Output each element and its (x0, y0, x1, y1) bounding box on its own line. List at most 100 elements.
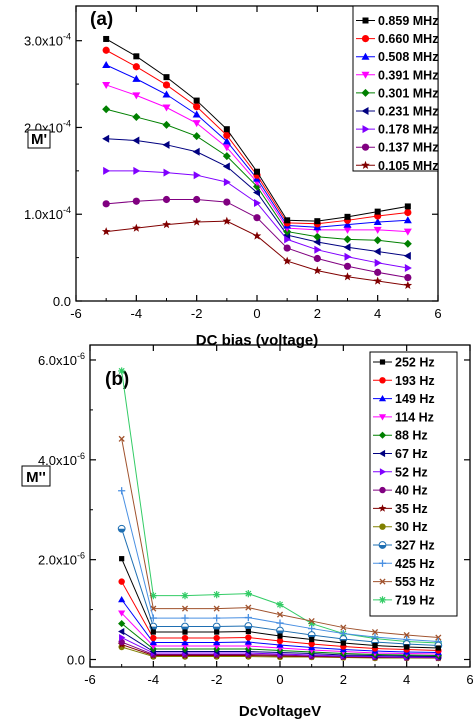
legend-label: 0.391 MHz (378, 68, 438, 82)
data-point (373, 226, 382, 234)
series-553-hz (118, 435, 442, 641)
legend-label: 719 Hz (395, 593, 435, 607)
data-point (245, 604, 252, 611)
data-point (373, 218, 382, 226)
legend-item: 0.508 MHz (356, 50, 438, 64)
legend-marker (379, 578, 386, 585)
legend-marker (361, 160, 370, 169)
y-tick-base: 4.0x10 (38, 453, 77, 468)
data-point (222, 152, 231, 161)
legend-marker (361, 88, 370, 97)
legend-item: 88 Hz (373, 429, 428, 443)
y-tick-label: 6.0x10-6 (38, 351, 85, 368)
legend-marker (378, 596, 387, 604)
data-point (132, 74, 141, 82)
data-point (192, 147, 200, 156)
legend-item: 0.231 MHz (356, 105, 438, 119)
data-point (374, 268, 382, 276)
legend-label: 0.105 MHz (378, 159, 438, 173)
data-point (276, 641, 284, 648)
legend-item: 0.137 MHz (356, 141, 438, 155)
legend: 0.859 MHz 0.660 MHz 0.508 MHz 0.391 MHz 0.30… (352, 5, 439, 173)
data-point (283, 244, 291, 252)
data-point (404, 644, 410, 650)
data-point (192, 217, 201, 226)
data-point (213, 605, 220, 612)
legend-item: 327 Hz (373, 539, 435, 553)
legend-item: 67 Hz (373, 447, 428, 461)
data-point (373, 276, 382, 285)
legend-label: 52 Hz (395, 465, 428, 479)
y-tick-label: 0.0 (53, 294, 71, 309)
series-193-hz (118, 578, 442, 654)
legend-item: 719 Hz (373, 593, 435, 607)
data-point (284, 217, 291, 224)
legend-box (352, 5, 439, 172)
data-point (223, 198, 231, 206)
data-point (162, 140, 170, 149)
data-point (403, 631, 410, 639)
data-point (245, 634, 252, 641)
data-point (371, 628, 379, 636)
legend-label: 193 Hz (395, 374, 435, 388)
legend-label: 553 Hz (395, 575, 435, 589)
legend-label: 149 Hz (395, 392, 435, 406)
data-point (162, 104, 171, 112)
legend-label: 67 Hz (395, 447, 428, 461)
legend-label: 0.137 MHz (378, 141, 438, 155)
data-point (118, 610, 126, 617)
data-point (213, 614, 221, 622)
legend-item: 0.178 MHz (356, 123, 438, 137)
data-point (192, 120, 201, 128)
data-point (252, 231, 262, 240)
series-0-301-mhz (102, 105, 412, 248)
data-point (244, 622, 253, 630)
y-tick-label: 3.0x10-4 (24, 32, 71, 49)
legend-label: 0.231 MHz (378, 105, 438, 119)
legend-marker (378, 395, 387, 402)
data-point (102, 46, 110, 54)
y-axis-label: M'' (26, 469, 46, 486)
data-point (223, 126, 230, 133)
x-tick-label: -4 (148, 672, 160, 687)
data-point (223, 178, 231, 187)
legend-item: 553 Hz (373, 575, 435, 589)
data-point (282, 256, 292, 265)
legend-marker (379, 523, 386, 530)
legend-label: 88 Hz (395, 429, 428, 443)
legend-label: 252 Hz (395, 356, 435, 370)
data-point (245, 628, 251, 635)
legend-item: 425 Hz (373, 557, 435, 571)
y-tick-exponent: -6 (77, 351, 85, 361)
legend-item: 0.301 MHz (356, 86, 438, 100)
legend-label: 425 Hz (395, 557, 435, 571)
legend-label: 0.508 MHz (378, 50, 438, 64)
legend-marker (378, 504, 387, 512)
data-point (102, 200, 110, 208)
legend-box (369, 351, 458, 617)
data-point (244, 613, 252, 622)
y-tick-base: 2.0x10 (38, 553, 77, 568)
chart-panel-a: -6 -4 -2 0 2 4 60.01.0x10-42.0x10-43.0x10-4DC … (24, 5, 442, 349)
x-tick-label: 2 (340, 672, 347, 687)
data-point (118, 619, 126, 628)
data-point (117, 524, 126, 533)
y-tick-base: 3.0x10 (24, 34, 63, 49)
series-425-hz (118, 487, 442, 646)
data-point (374, 258, 382, 267)
data-point (276, 626, 284, 635)
data-point (222, 162, 230, 171)
data-point (162, 120, 171, 129)
data-point (403, 216, 412, 224)
data-point (344, 252, 352, 261)
data-point (102, 134, 110, 143)
data-point (213, 638, 221, 646)
data-point (118, 487, 126, 495)
legend: 252 Hz 193 Hz 149 Hz 114 Hz 88 Hz 67 Hz 52 Hz 4… (369, 351, 458, 617)
series-0-178-mhz (103, 166, 412, 273)
data-point (181, 638, 189, 646)
x-tick-label: 2 (314, 306, 321, 321)
legend-label: 114 Hz (395, 410, 434, 424)
data-point (308, 619, 316, 628)
legend-marker (378, 559, 387, 567)
